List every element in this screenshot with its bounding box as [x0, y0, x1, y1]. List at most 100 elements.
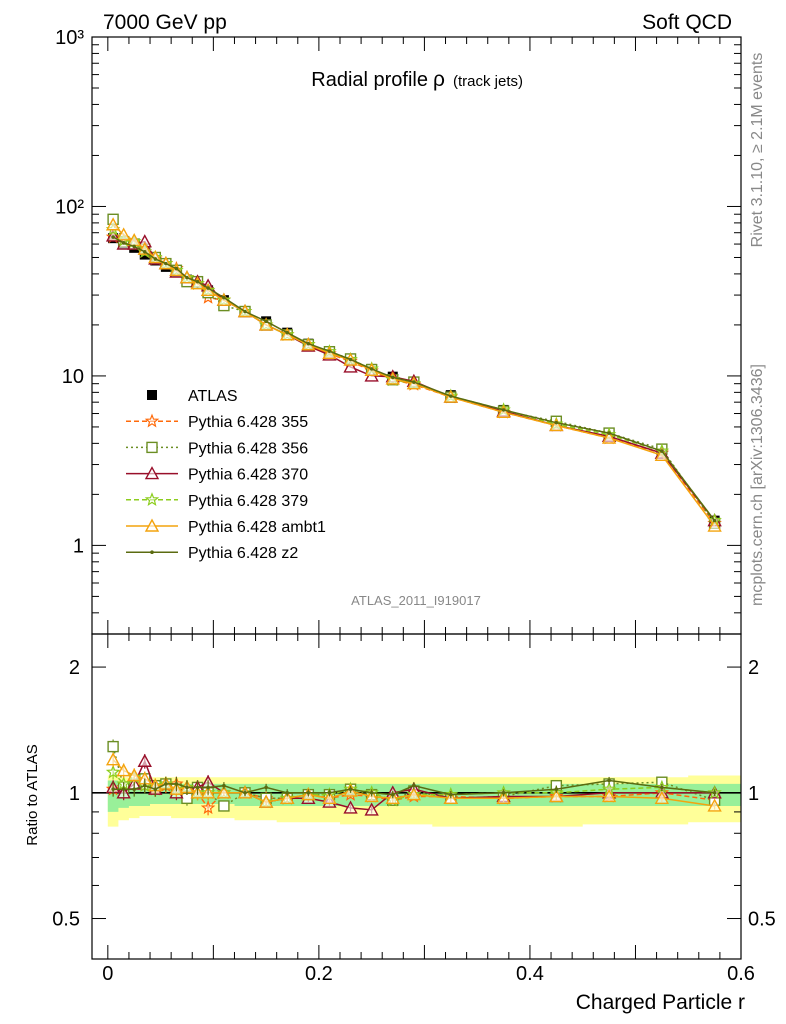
- data-point: [412, 380, 416, 384]
- ratio-point: [327, 790, 332, 795]
- ratio-line: [113, 779, 715, 796]
- data-point: [285, 330, 290, 335]
- ratio-point: [390, 792, 395, 797]
- legend-marker: [146, 441, 158, 454]
- legend-label: ATLAS: [188, 388, 238, 405]
- ratio-y-tick-label-left: 1: [69, 783, 80, 805]
- data-point: [607, 431, 611, 435]
- ratio-point: [206, 785, 210, 790]
- legend-marker: [144, 413, 160, 428]
- data-point: [549, 418, 564, 432]
- chart-title-symbol: ρ: [433, 68, 445, 91]
- data-point: [132, 244, 137, 249]
- data-point: [390, 375, 395, 380]
- ratio-point: [306, 790, 311, 795]
- ratio-plot-content: [92, 739, 742, 827]
- legend-marker: [144, 466, 160, 480]
- legend-marker: [150, 550, 154, 554]
- data-point: [348, 357, 353, 362]
- data-point: [222, 295, 226, 300]
- x-tick-label: 0.4: [516, 963, 544, 985]
- ratio-point: [343, 800, 358, 814]
- legend-label: Pythia 6.428 379: [188, 493, 308, 510]
- data-point: [369, 367, 374, 371]
- ratio-point: [369, 790, 374, 795]
- x-tick-label: 0.2: [305, 963, 333, 985]
- ratio-series-5: [111, 776, 717, 799]
- ratio-point: [142, 783, 147, 788]
- legend-label: Pythia 6.428 355: [188, 414, 308, 431]
- ratio-point: [660, 785, 664, 790]
- legend: ATLAS Pythia 6.428 355 Pythia 6.428 356 Pyt…: [126, 388, 326, 562]
- ratio-point: [216, 785, 232, 799]
- ratio-y-axis-label: Ratio to ATLAS: [24, 744, 41, 845]
- data-point: [327, 349, 332, 353]
- ratio-point: [554, 787, 559, 792]
- ratio-point: [222, 783, 226, 788]
- data-point: [707, 518, 722, 532]
- legend-label: Pythia 6.428 z2: [188, 545, 298, 562]
- data-point: [164, 261, 168, 266]
- data-point: [264, 319, 268, 324]
- legend-marker: [147, 390, 157, 400]
- ratio-point: [153, 787, 158, 792]
- legend-marker: [144, 518, 160, 532]
- data-point: [137, 241, 152, 255]
- data-point: [206, 286, 210, 290]
- legend-label: Pythia 6.428 356: [188, 440, 308, 457]
- data-point: [601, 430, 617, 444]
- ratio-y-tick-label-right: 2: [748, 657, 759, 679]
- data-point: [121, 241, 126, 245]
- ratio-point: [132, 787, 137, 792]
- data-point: [660, 449, 664, 453]
- ratio-y-tick-label-left: 0.5: [52, 909, 80, 931]
- ratio-axes: 2 2 1 1 0.5 0.5 0 0.2 0.4 0.6: [52, 634, 776, 985]
- ratio-point: [218, 800, 230, 812]
- ratio-point: [121, 787, 126, 792]
- ratio-point: [127, 768, 142, 782]
- chart-title: Radial profile: [311, 69, 428, 91]
- data-point: [496, 404, 511, 419]
- data-point: [243, 309, 247, 314]
- mcplots-label: mcplots.cern.ch [arXiv:1306.3436]: [749, 364, 766, 606]
- ratio-point: [258, 794, 274, 808]
- chart-title-suffix: (track jets): [453, 73, 523, 90]
- ratio-point: [111, 787, 115, 792]
- series-6: [111, 235, 717, 523]
- ratio-point: [549, 789, 564, 803]
- ratio-point: [285, 790, 290, 795]
- x-tick-label: 0: [102, 963, 113, 985]
- data-point: [153, 257, 158, 261]
- data-point: [501, 408, 506, 412]
- data-point: [195, 279, 200, 284]
- ratio-point: [107, 740, 119, 753]
- energy-label: 7000 GeV pp: [103, 11, 227, 34]
- data-point: [142, 250, 147, 254]
- y-tick-label: 10²: [55, 196, 84, 218]
- data-point: [712, 518, 717, 523]
- ratio-frame: [91, 633, 742, 960]
- data-point: [116, 227, 131, 241]
- ratio-panel: 2 2 1 1 0.5 0.5 0 0.2 0.4 0.6 Ratio to ATLAS Char…: [24, 633, 776, 1014]
- rivet-version-label: Rivet 3.1.10, ≥ 2.1M events: [749, 53, 766, 248]
- ratio-point: [364, 802, 379, 816]
- ratio-point: [185, 785, 189, 790]
- legend-label: Pythia 6.428 370: [188, 467, 308, 484]
- series-line: [112, 236, 716, 522]
- data-point: [185, 275, 189, 280]
- main-axes: 10³ 10² 10 1: [55, 27, 742, 635]
- y-tick-label: 10³: [55, 27, 84, 49]
- x-axis-label: Charged Particle r: [576, 991, 745, 1014]
- ratio-point: [105, 752, 121, 766]
- ratio-point: [607, 778, 611, 783]
- ratio-point: [137, 753, 152, 767]
- y-tick-label: 1: [73, 535, 84, 557]
- ratio-point: [280, 790, 295, 805]
- legend-label: Pythia 6.428 ambt1: [188, 519, 326, 536]
- data-point: [258, 317, 274, 331]
- ratio-point: [654, 790, 670, 805]
- data-point: [343, 359, 358, 373]
- ratio-point: [348, 787, 353, 792]
